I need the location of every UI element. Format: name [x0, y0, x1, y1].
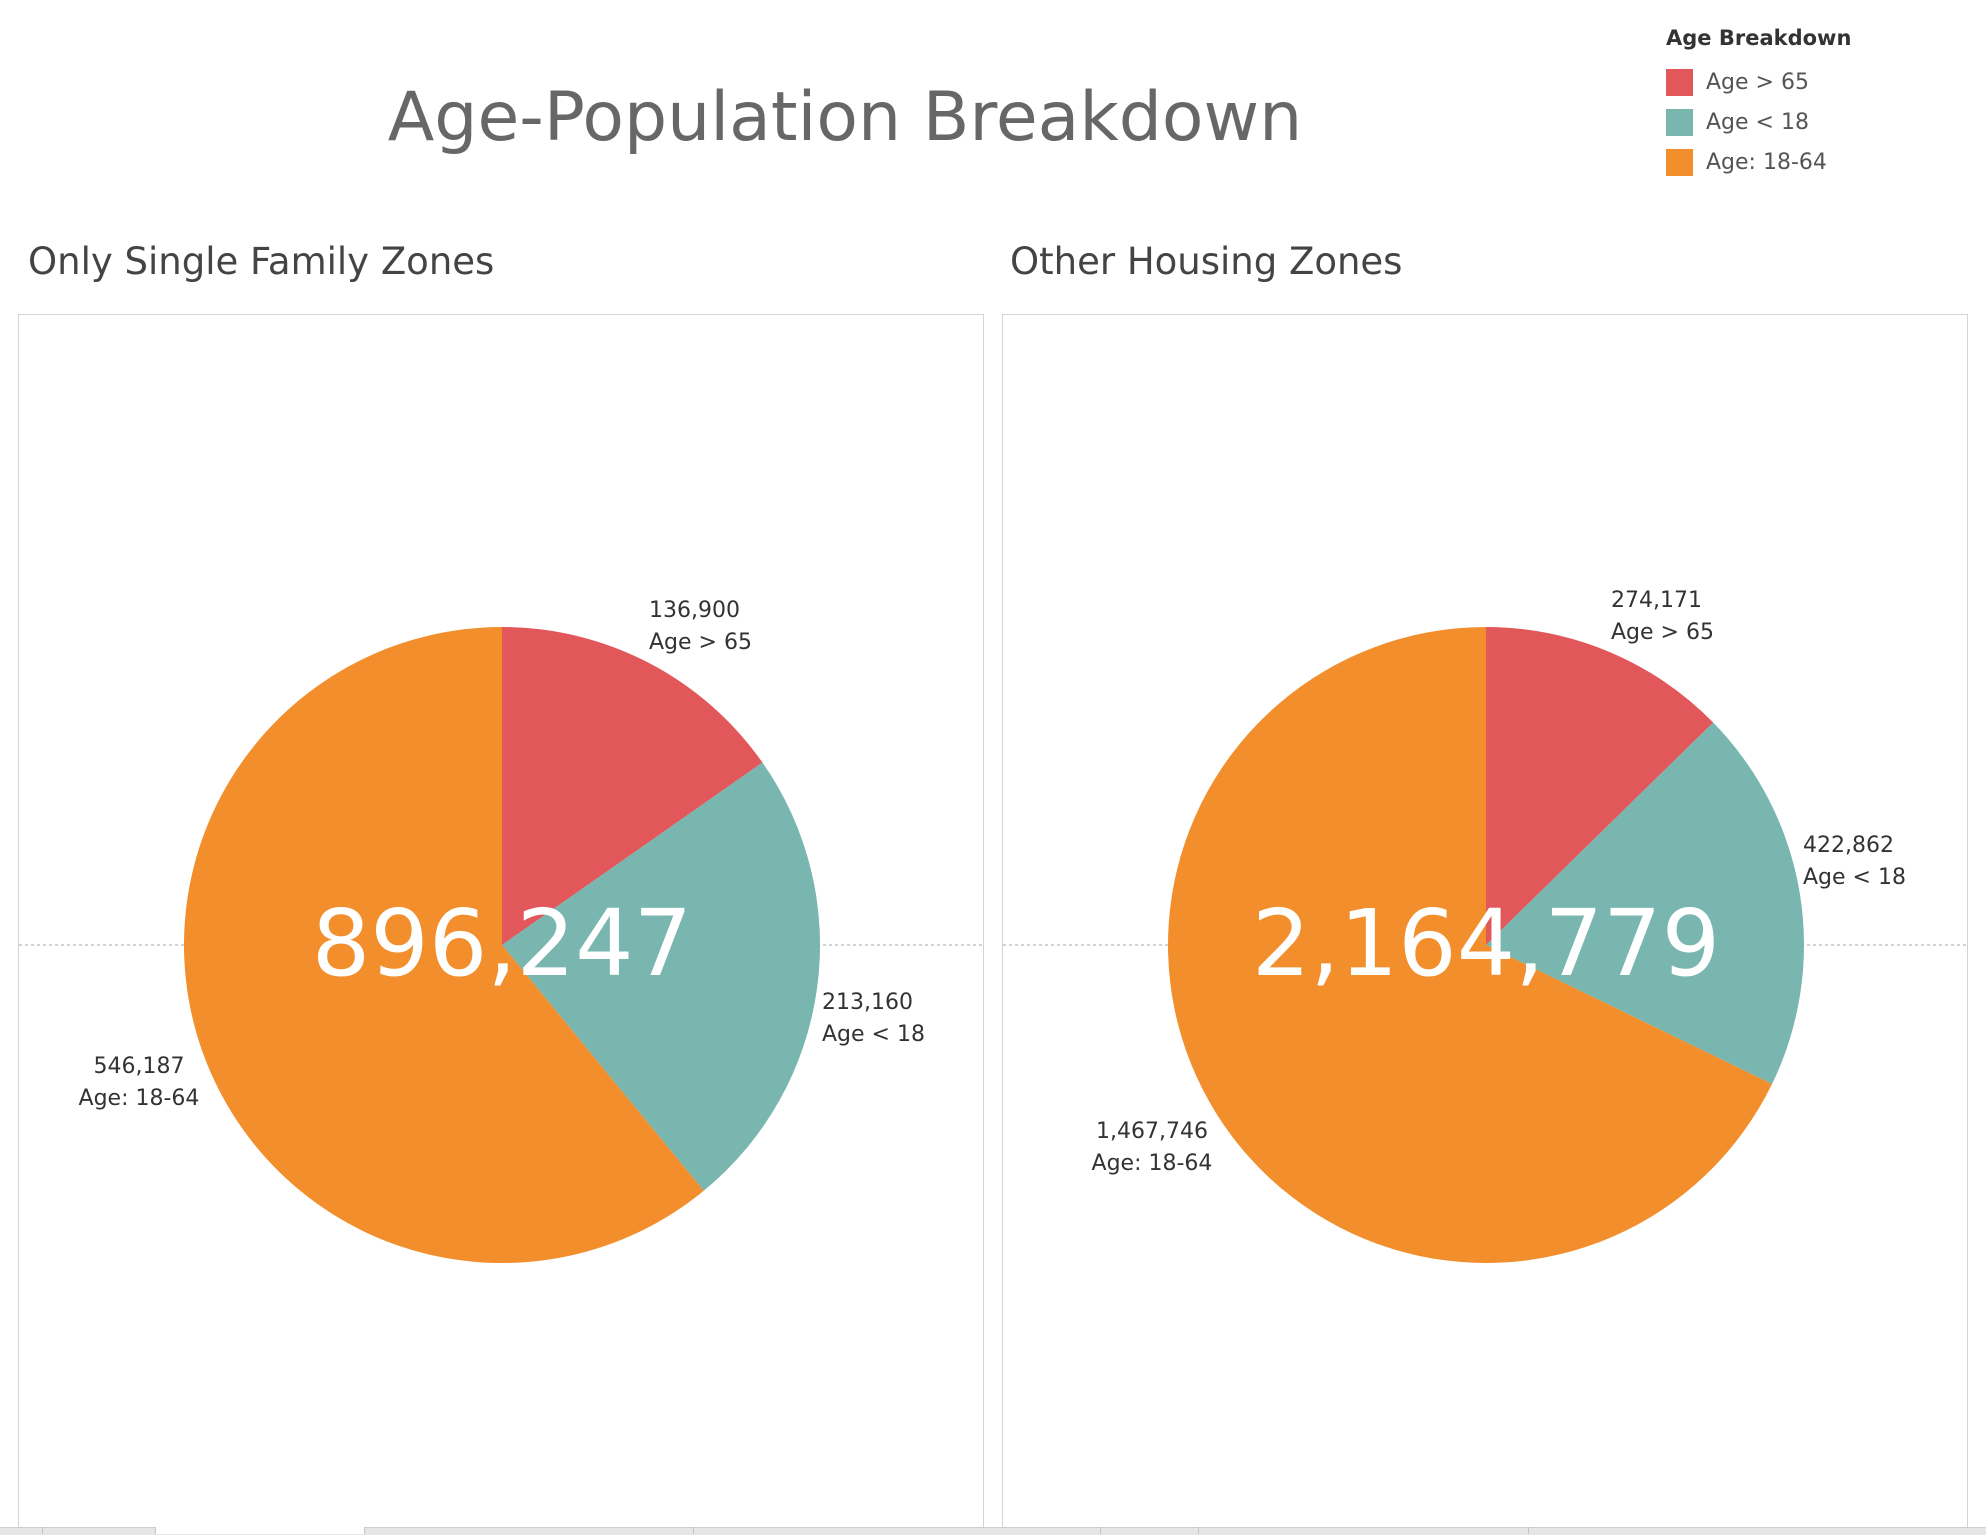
- panel-title-single-family: Only Single Family Zones: [28, 240, 495, 283]
- sheet-tab-divider: [364, 1527, 365, 1534]
- legend-item-age-under-18[interactable]: Age < 18: [1666, 102, 1966, 142]
- sheet-tab-divider: [1528, 1527, 1529, 1534]
- pie-slice-age-over-65[interactable]: [1486, 627, 1714, 945]
- sheet-tab-divider: [1198, 1527, 1199, 1534]
- slice-category-label: Age > 65: [1611, 620, 1714, 645]
- slice-category-label: Age: 18-64: [79, 1086, 200, 1111]
- legend-label: Age: 18-64: [1706, 149, 1827, 175]
- pie-slice-age-18-64[interactable]: [1168, 627, 1773, 1263]
- slice-value-label: 422,862: [1803, 833, 1894, 858]
- legend-label: Age < 18: [1706, 109, 1809, 135]
- panel-title-other-housing: Other Housing Zones: [1010, 240, 1403, 283]
- slice-value-label: 1,467,746: [1096, 1119, 1208, 1144]
- sheet-tab-divider: [693, 1527, 694, 1534]
- sheet-tab-divider: [1100, 1527, 1101, 1534]
- legend-item-age-18-64[interactable]: Age: 18-64: [1666, 142, 1966, 182]
- pie-panel-other-housing: 2,164,779 274,171 Age > 65 422,862 Age < 18 1…: [1002, 314, 1969, 1534]
- pie-total-label: 896,247: [312, 890, 692, 997]
- legend-title: Age Breakdown: [1666, 26, 1852, 50]
- slice-category-label: Age: 18-64: [1092, 1151, 1213, 1176]
- legend-swatch-age-under-18: [1666, 108, 1693, 136]
- dashboard-title: Age-Population Breakdown: [387, 78, 1303, 157]
- sheet-tab-active[interactable]: [155, 1527, 364, 1534]
- slice-value-label: 213,160: [822, 990, 913, 1015]
- slice-value-label: 546,187: [94, 1054, 185, 1079]
- slice-category-label: Age < 18: [822, 1022, 925, 1047]
- pie-total-label: 2,164,779: [1252, 890, 1720, 997]
- pie-chart-other-housing: 2,164,779 274,171 Age > 65 422,862 Age < 18 1…: [1003, 588, 1969, 1263]
- slice-value-label: 274,171: [1611, 588, 1702, 613]
- sheet-tab-bar: [0, 1527, 1986, 1535]
- slice-category-label: Age > 65: [649, 630, 752, 655]
- pie-panel-single-family: 896,247 136,900 Age > 65 213,160 Age < 18 546…: [18, 314, 985, 1534]
- pie-slice-age-under-18[interactable]: [502, 762, 820, 1191]
- legend-label: Age > 65: [1706, 69, 1809, 95]
- legend-swatch-age-over-65: [1666, 68, 1693, 96]
- pie-slice-age-under-18[interactable]: [1486, 722, 1804, 1084]
- pie-chart-single-family: 896,247 136,900 Age > 65 213,160 Age < 18 546…: [19, 598, 985, 1263]
- legend: Age Breakdown Age > 65 Age < 18 Age: 18-…: [1666, 26, 1966, 182]
- legend-item-age-over-65[interactable]: Age > 65: [1666, 62, 1966, 102]
- legend-swatch-age-18-64: [1666, 148, 1693, 176]
- slice-value-label: 136,900: [649, 598, 740, 623]
- pie-slice-age-over-65[interactable]: [502, 627, 763, 945]
- pie-slice-age-18-64[interactable]: [183, 627, 704, 1263]
- slice-category-label: Age < 18: [1803, 865, 1906, 890]
- sheet-tab-divider: [42, 1527, 43, 1534]
